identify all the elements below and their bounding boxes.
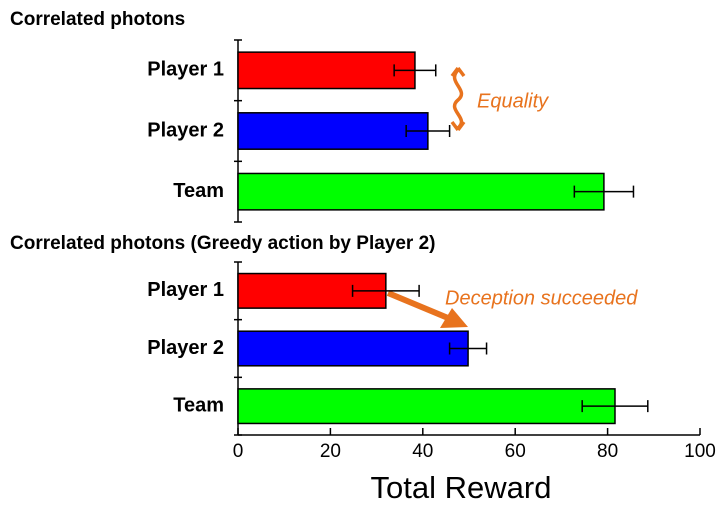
error-bar — [581, 400, 649, 413]
y-tick-label: Player 2 — [147, 337, 224, 359]
deception-arrowhead — [440, 308, 468, 328]
annotation-shapes — [386, 66, 468, 328]
x-tick-label: 60 — [505, 441, 526, 462]
bar — [237, 51, 416, 90]
error-bar — [448, 342, 488, 355]
error-bar — [405, 125, 451, 137]
y-tick-label: Player 2 — [147, 119, 224, 141]
x-axis-label: Total Reward — [371, 470, 552, 505]
x-tick-label: 80 — [597, 441, 618, 462]
error-bar — [573, 185, 635, 198]
bar — [237, 172, 605, 211]
error-bar — [393, 64, 437, 77]
bar — [237, 388, 616, 425]
x-tick-label: 40 — [412, 441, 433, 462]
chart-title: Correlated photons — [10, 9, 185, 30]
deception-arrow — [386, 290, 450, 321]
chart-title: Correlated photons (Greedy action by Pla… — [10, 233, 436, 254]
y-tick-label: Player 1 — [147, 279, 224, 301]
error-bar — [351, 284, 420, 297]
y-tick-label: Team — [173, 180, 224, 202]
y-tick-label: Team — [173, 394, 224, 416]
annotation: Equality — [477, 90, 549, 112]
y-tick-label: Player 1 — [147, 59, 224, 81]
equality-arrow — [450, 66, 466, 132]
x-tick-label: 100 — [684, 441, 716, 462]
annotation: Deception succeeded — [445, 287, 638, 309]
x-tick-label: 20 — [320, 441, 341, 462]
bar — [237, 112, 429, 150]
x-tick-label: 0 — [233, 441, 244, 462]
bar — [237, 330, 469, 367]
